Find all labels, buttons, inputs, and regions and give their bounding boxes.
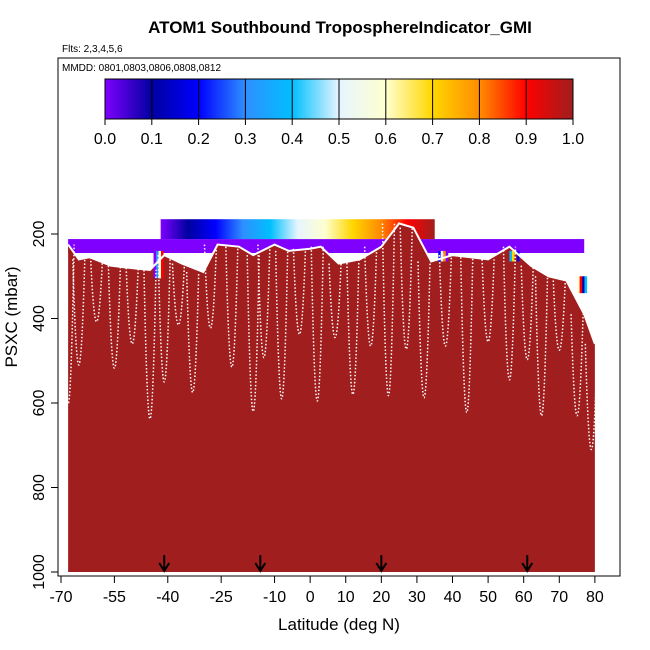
flight-marker-head bbox=[375, 562, 388, 573]
y-tick-label: 200 bbox=[31, 221, 48, 248]
x-tick-label: -25 bbox=[210, 589, 233, 606]
colorbar-tick-label: 0.5 bbox=[328, 131, 350, 148]
profile-dip bbox=[185, 272, 200, 393]
colorbar-tick-label: 0.4 bbox=[281, 131, 303, 148]
colorbar-tick-label: 0.6 bbox=[375, 131, 397, 148]
x-tick-label: 60 bbox=[515, 589, 533, 606]
x-tick-label: -10 bbox=[263, 589, 286, 606]
profile-dip bbox=[570, 314, 584, 417]
colorbar-tick-label: 0.1 bbox=[141, 131, 163, 148]
profile-dip bbox=[520, 265, 535, 361]
x-tick-label: 30 bbox=[408, 589, 426, 606]
flight-markers bbox=[158, 555, 534, 573]
colorbar-tick-label: 0.2 bbox=[187, 131, 209, 148]
profile-dip bbox=[292, 248, 307, 336]
profile-dip bbox=[584, 343, 599, 450]
profile-dip bbox=[257, 244, 271, 359]
colorbar-dividers bbox=[151, 79, 527, 119]
column-stripe bbox=[577, 276, 580, 294]
x-tick-label: 10 bbox=[337, 589, 355, 606]
column-stripe bbox=[579, 276, 583, 294]
profile-dip bbox=[310, 246, 325, 402]
profile-dip bbox=[502, 246, 517, 381]
high-value-field bbox=[68, 223, 595, 572]
tropopause-track bbox=[67, 222, 596, 345]
profile-dip bbox=[438, 255, 453, 347]
profile-dip bbox=[534, 276, 549, 417]
profile-dip bbox=[157, 255, 171, 383]
colorbar-tick-label: 0.9 bbox=[515, 131, 537, 148]
y-tick-label: 1000 bbox=[31, 554, 48, 590]
x-tick-label: -70 bbox=[49, 589, 72, 606]
profile-dip bbox=[417, 261, 431, 399]
column-stripe bbox=[440, 250, 444, 262]
profile-dip bbox=[274, 250, 289, 400]
profile-dip bbox=[225, 246, 239, 368]
flight-marker-head bbox=[254, 562, 267, 573]
x-tick-label: 50 bbox=[479, 589, 497, 606]
flight-marker-head bbox=[521, 562, 534, 573]
y-tick-label: 800 bbox=[31, 474, 48, 501]
x-tick-label: -55 bbox=[103, 589, 126, 606]
column-stripe bbox=[443, 250, 446, 262]
profile-dip bbox=[381, 223, 396, 397]
profile-dip bbox=[125, 267, 139, 345]
column-stripe bbox=[511, 250, 515, 262]
column-stripe bbox=[509, 250, 512, 262]
colorbar: 0.0 0.1 0.2 0.3 0.4 0.5 0.6 0.7 0.8 0.9 1.0 bbox=[94, 78, 584, 148]
y-axis-label: PSXC (mbar) bbox=[2, 266, 21, 367]
profile-dip bbox=[460, 257, 474, 413]
profile-dip bbox=[481, 259, 495, 343]
x-tick-label: 80 bbox=[586, 589, 604, 606]
colorbar-tick-label: 0.3 bbox=[234, 131, 256, 148]
column-stripe bbox=[158, 250, 162, 279]
y-tick-label: 400 bbox=[31, 305, 48, 332]
profile-dip bbox=[171, 263, 186, 326]
profile-dip bbox=[363, 246, 378, 347]
column-stripe bbox=[156, 250, 159, 279]
x-tick-label: 20 bbox=[372, 589, 390, 606]
column-stripe bbox=[584, 276, 588, 294]
x-tick-label: 40 bbox=[444, 589, 462, 606]
flight-marker-head bbox=[158, 562, 171, 573]
chart-title: ATOM1 Southbound TroposphereIndicator_GM… bbox=[148, 18, 532, 37]
flights-label: Flts: 2,3,4,5,6 bbox=[62, 44, 123, 55]
low-value-band bbox=[68, 239, 585, 254]
profile-dip bbox=[61, 244, 75, 405]
column-stripe bbox=[161, 250, 164, 279]
colorbar-ticks: 0.0 0.1 0.2 0.3 0.4 0.5 0.6 0.7 0.8 0.9 1.0 bbox=[94, 119, 584, 148]
column-stripe bbox=[514, 250, 517, 262]
profile-dip bbox=[328, 263, 342, 338]
x-tick-label: 70 bbox=[550, 589, 568, 606]
x-axis-label: Latitude (deg N) bbox=[278, 615, 400, 634]
colorbar-tick-label: 0.8 bbox=[468, 131, 490, 148]
dates-label: MMDD: 0801,0803,0806,0808,0812 bbox=[62, 63, 221, 74]
y-tick-label: 600 bbox=[31, 390, 48, 417]
profile-dip bbox=[72, 259, 86, 366]
mixed-value-strip bbox=[160, 219, 435, 240]
x-tick-label: 0 bbox=[306, 589, 315, 606]
colorbar-tick-label: 0.7 bbox=[421, 131, 443, 148]
column-stripe bbox=[582, 276, 585, 294]
data-field bbox=[61, 219, 599, 572]
colorbar-tick-label: 0.0 bbox=[94, 131, 116, 148]
profile-dip bbox=[552, 280, 567, 351]
column-stripe bbox=[516, 250, 520, 262]
x-tick-label: -40 bbox=[156, 589, 179, 606]
axes: -70 -55 -40 -25 -10 0 10 20 30 40 50 60 70 80 200 400 60… bbox=[31, 221, 604, 606]
colorbar-tick-label: 1.0 bbox=[562, 131, 584, 148]
